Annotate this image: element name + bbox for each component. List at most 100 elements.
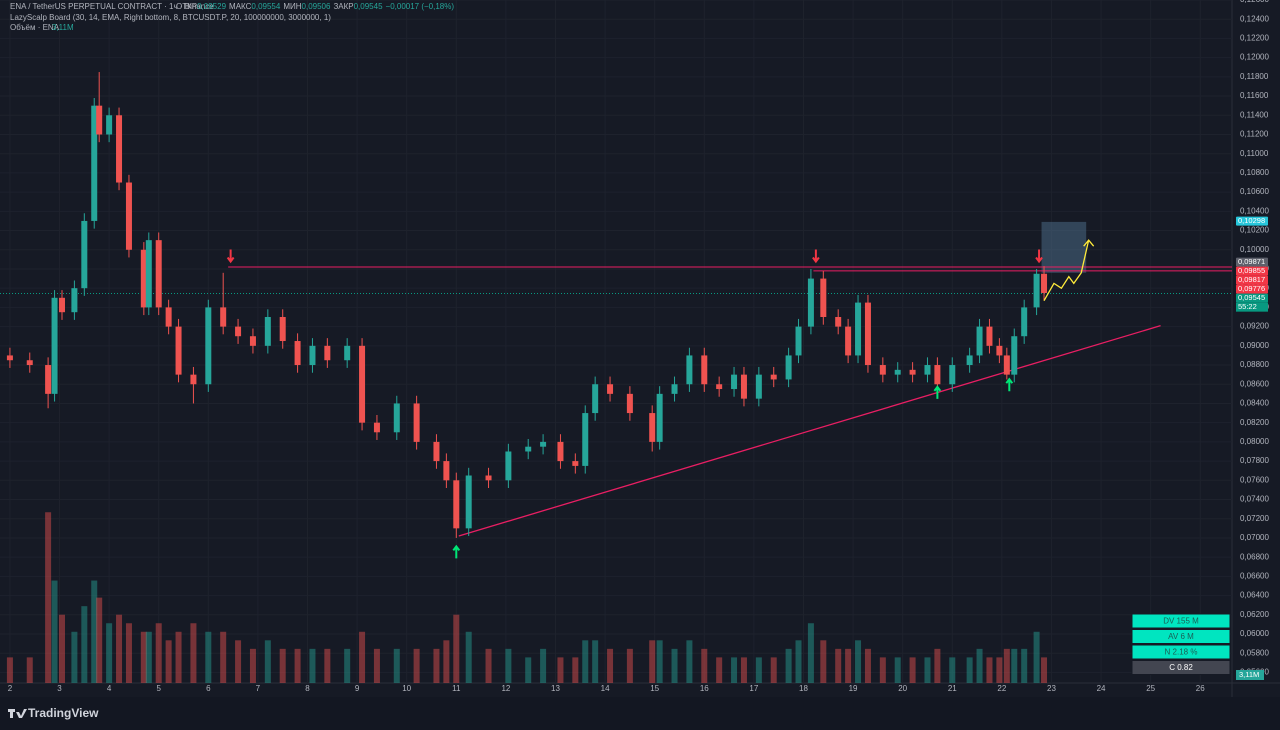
x-tick-label: 7: [256, 684, 261, 693]
candle-body: [701, 355, 708, 385]
volume-bar: [649, 640, 656, 683]
volume-bar: [924, 657, 931, 683]
candle-body: [807, 278, 814, 327]
candle-body: [235, 326, 242, 337]
volume-bar: [540, 648, 547, 683]
candle-body: [949, 365, 956, 385]
x-tick-label: 22: [997, 684, 1006, 693]
volume-bar: [949, 657, 956, 683]
target-box: [1041, 221, 1087, 273]
volume-bar: [413, 648, 420, 683]
price-label: 0,09776: [1238, 284, 1265, 293]
volume-bar: [140, 631, 147, 683]
volume-bar: [106, 623, 113, 683]
y-tick-label: 0,12400: [1240, 14, 1269, 23]
candle-body: [1011, 336, 1018, 375]
x-tick-label: 9: [355, 684, 360, 693]
candle-body: [785, 355, 792, 380]
candle-body: [671, 384, 678, 394]
countdown-bg: [1236, 302, 1268, 312]
volume-bar: [26, 657, 33, 683]
candle-body: [6, 355, 13, 361]
y-tick-label: 0,08800: [1240, 360, 1269, 369]
volume-bar: [344, 648, 351, 683]
candle-body: [986, 326, 993, 346]
volume-bar: [770, 657, 777, 683]
y-tick-label: 0,11200: [1240, 130, 1269, 139]
volume-bar: [235, 640, 242, 683]
candle-body: [359, 345, 366, 423]
candle-body: [1003, 355, 1010, 375]
y-tick-label: 0,07000: [1240, 533, 1269, 542]
x-tick-label: 3: [57, 684, 62, 693]
candle-body: [125, 182, 132, 250]
candle-body: [51, 297, 58, 394]
x-tick-label: 4: [107, 684, 112, 693]
volume-bar: [731, 657, 738, 683]
footer: [0, 697, 1280, 730]
y-tick-label: 0,06000: [1240, 629, 1269, 638]
y-tick-label: 0,12600: [1240, 0, 1269, 4]
volume-bar: [116, 614, 123, 683]
chart-title: ENA / TetherUS PERPETUAL CONTRACT · 1ч ·…: [10, 2, 214, 11]
candle-body: [686, 355, 693, 385]
candle-body: [175, 326, 182, 375]
price-label: 0,09871: [1238, 257, 1265, 266]
candle-body: [835, 317, 842, 327]
candle-body: [220, 307, 227, 327]
ohlc-item: 0,09529: [197, 2, 226, 11]
candle-body: [344, 345, 351, 361]
price-label: 0,09545: [1238, 293, 1265, 302]
y-tick-label: 0,10200: [1240, 226, 1269, 235]
volume-bar: [755, 657, 762, 683]
volume-bar: [820, 640, 827, 683]
volume-bar: [465, 631, 472, 683]
volume-bar: [582, 640, 589, 683]
candle-body: [443, 461, 450, 481]
volume-bar: [1021, 648, 1028, 683]
y-tick-label: 0,11000: [1240, 149, 1269, 158]
candle-body: [116, 115, 123, 183]
candle-body: [26, 360, 33, 366]
volume-bar: [359, 631, 366, 683]
price-label-bg: [1236, 257, 1268, 267]
volume-bar: [505, 648, 512, 683]
projection-arrowhead: [1083, 239, 1095, 247]
x-tick-label: 25: [1146, 684, 1155, 693]
volume-tag-bg: [1236, 670, 1264, 680]
ohlc-item: 0,09506: [302, 2, 331, 11]
candle-body: [413, 403, 420, 442]
volume-bar: [701, 648, 708, 683]
volume-value: 3,11M: [52, 23, 74, 32]
ohlc-item: ЗАКР: [333, 2, 353, 11]
volume-bar: [443, 640, 450, 683]
volume-bar: [607, 648, 614, 683]
y-tick-label: 0,10800: [1240, 168, 1269, 177]
y-tick-label: 0,06600: [1240, 571, 1269, 580]
volume-bar: [249, 648, 256, 683]
volume-bar: [324, 648, 331, 683]
projection-path: [1043, 240, 1090, 301]
volume-bar: [1011, 648, 1018, 683]
volume-bar: [986, 657, 993, 683]
candle-body: [58, 297, 65, 313]
volume-bar: [879, 657, 886, 683]
y-tick-label: 0,06200: [1240, 610, 1269, 619]
candle-body: [626, 393, 633, 414]
ohlc-item: МИН: [283, 2, 301, 11]
x-tick-label: 18: [799, 684, 808, 693]
volume-bar: [671, 648, 678, 683]
x-tick-label: 12: [501, 684, 510, 693]
x-tick-label: 19: [849, 684, 858, 693]
candle-body: [795, 326, 802, 356]
candle-body: [740, 374, 747, 399]
volume-bar: [626, 648, 633, 683]
y-tick-label: 0,07400: [1240, 495, 1269, 504]
x-tick-label: 8: [305, 684, 310, 693]
candle-body: [81, 220, 88, 289]
ohlc-header: ОТКР0,09529 МАКС0,09554 МИН0,09506 ЗАКР0,09…: [176, 2, 454, 11]
candle-body: [894, 369, 901, 375]
panel-text: N 2.18 %: [1165, 648, 1198, 657]
candle-body: [607, 384, 614, 394]
candle-body: [1033, 273, 1040, 308]
